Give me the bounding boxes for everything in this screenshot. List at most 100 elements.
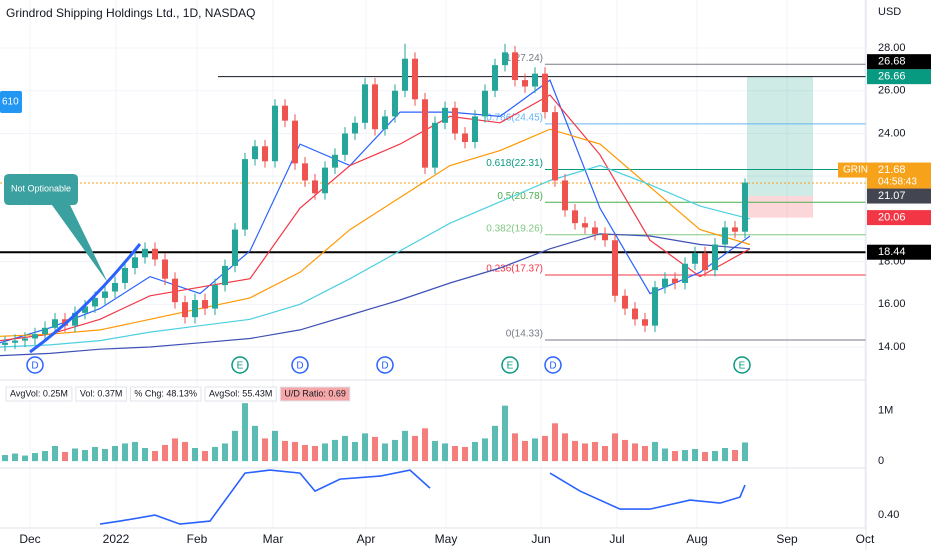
candle-body bbox=[552, 112, 558, 181]
candle-body bbox=[172, 278, 178, 303]
volume-legend: Vol: 0.37M bbox=[80, 388, 123, 398]
candle-body bbox=[512, 52, 518, 81]
x-tick-label: Oct bbox=[856, 532, 875, 546]
volume-bar bbox=[602, 445, 608, 462]
candle-body bbox=[442, 107, 448, 123]
candle-body bbox=[52, 319, 58, 328]
candle-body bbox=[232, 229, 238, 266]
volume-legend: AvgSol: 55.43M bbox=[209, 388, 272, 398]
volume-bar bbox=[322, 443, 328, 462]
volume-bar bbox=[312, 445, 318, 462]
candle-body bbox=[712, 244, 718, 271]
candle-body bbox=[472, 116, 478, 143]
volume-legend-box bbox=[5, 386, 73, 402]
event-marker bbox=[26, 356, 44, 374]
y-tick-label: 14.00 bbox=[878, 341, 906, 353]
volume-bar bbox=[192, 447, 198, 462]
event-label: E bbox=[739, 361, 746, 372]
position-target bbox=[747, 76, 813, 197]
candle-body bbox=[322, 167, 328, 194]
volume-bar bbox=[642, 445, 648, 462]
volume-bar bbox=[702, 452, 708, 462]
volume-bar bbox=[42, 451, 48, 462]
volume-bar bbox=[2, 455, 8, 462]
price-label-box bbox=[867, 162, 931, 189]
candle-body bbox=[412, 58, 418, 100]
volume-bar bbox=[492, 425, 498, 462]
volume-bar bbox=[562, 433, 568, 462]
candle-body bbox=[252, 146, 258, 160]
moving-average bbox=[0, 164, 751, 348]
volume-bar bbox=[552, 423, 558, 462]
indicator-line bbox=[99, 469, 746, 525]
price-axis bbox=[866, 0, 932, 550]
volume-bar bbox=[412, 435, 418, 462]
event-marker bbox=[501, 356, 519, 374]
volume-bar bbox=[142, 447, 148, 462]
volume-bar bbox=[632, 443, 638, 462]
fib-label: 0.786(24.45) bbox=[486, 113, 543, 124]
candle-body bbox=[32, 334, 38, 339]
candle-body bbox=[582, 223, 588, 228]
volume-bar bbox=[112, 445, 118, 462]
volume-legend-box bbox=[129, 386, 202, 402]
volume-bar bbox=[212, 446, 218, 462]
candle-body bbox=[502, 52, 508, 66]
candle-body bbox=[422, 99, 428, 168]
volume-bar bbox=[72, 448, 78, 462]
volume-bar bbox=[652, 441, 658, 462]
volume-bar bbox=[152, 451, 158, 462]
time-axis bbox=[0, 528, 866, 550]
x-tick-label: Jun bbox=[531, 532, 550, 546]
x-tick-label: Sep bbox=[776, 532, 798, 546]
candle-body bbox=[682, 263, 688, 283]
volume-bar bbox=[122, 443, 128, 462]
volume-bar bbox=[572, 440, 578, 462]
callout-box bbox=[4, 174, 108, 283]
x-tick-label: Dec bbox=[19, 532, 40, 546]
candle-body bbox=[142, 248, 148, 258]
candle-body bbox=[642, 319, 648, 326]
symbol-label: GRIN bbox=[843, 165, 868, 176]
candle-body bbox=[522, 80, 528, 87]
moving-average bbox=[0, 233, 751, 357]
volume-tick-label: 1M bbox=[878, 405, 893, 417]
x-tick-label: Mar bbox=[263, 532, 284, 546]
event-marker bbox=[231, 356, 249, 374]
candle-body bbox=[592, 227, 598, 234]
y-tick-label: 28.00 bbox=[878, 42, 906, 54]
volume-legend-box bbox=[75, 386, 127, 402]
candle-body bbox=[152, 248, 158, 260]
x-tick-label: Jul bbox=[609, 532, 624, 546]
currency: USD bbox=[878, 6, 901, 18]
axes-layer: 14.0016.0018.0022.0024.0026.0028.00Dec20… bbox=[19, 42, 931, 546]
candle-body bbox=[212, 285, 218, 309]
candle-body bbox=[332, 154, 338, 168]
volume-legend: % Chg: 48.13% bbox=[134, 388, 197, 398]
candle-body bbox=[732, 227, 738, 232]
price-label: 26.66 bbox=[878, 71, 906, 83]
volume-bar bbox=[462, 446, 468, 462]
left-badge-text: 610 bbox=[2, 97, 19, 108]
volume-bar bbox=[102, 449, 108, 462]
candle-body bbox=[602, 233, 608, 241]
volume-bar bbox=[722, 447, 728, 462]
candle-body bbox=[562, 180, 568, 211]
event-label: D bbox=[549, 361, 556, 372]
volume-bar bbox=[482, 438, 488, 462]
event-marker bbox=[733, 356, 751, 374]
volume-bar bbox=[442, 443, 448, 462]
candle-body bbox=[432, 122, 438, 168]
candle-body bbox=[302, 163, 308, 181]
volume-bar bbox=[362, 433, 368, 462]
candle-body bbox=[492, 65, 498, 91]
price-label-box bbox=[867, 188, 931, 204]
plot-layer: 0(14.33) 0.236(17.37) 0.382(19.26) 0.5(20.7… bbox=[0, 0, 870, 528]
candle-body bbox=[372, 84, 378, 130]
candle-body bbox=[542, 73, 548, 113]
candle-body bbox=[362, 84, 368, 123]
candle-body bbox=[282, 105, 288, 121]
volume-bar bbox=[672, 451, 678, 462]
volume-bar bbox=[472, 441, 478, 462]
volume-bar bbox=[662, 448, 668, 462]
